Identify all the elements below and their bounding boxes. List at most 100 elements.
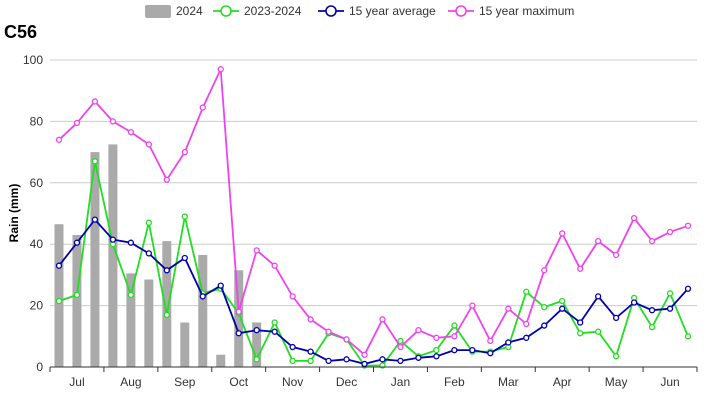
- series-point: [55, 297, 63, 305]
- series-point: [397, 357, 404, 365]
- series-point: [595, 293, 602, 300]
- series-point: [541, 267, 548, 274]
- x-tick-label-jul: Jul: [69, 375, 84, 389]
- series-point: [91, 98, 99, 105]
- x-tick-label-aug: Aug: [120, 375, 141, 389]
- series-point: [684, 222, 692, 229]
- series-point: [145, 219, 152, 226]
- series-point: [109, 118, 117, 125]
- series-point: [181, 213, 188, 220]
- series-point: [487, 350, 494, 357]
- series-point: [289, 293, 296, 300]
- series-point: [397, 343, 404, 351]
- y-tick-label-60: 60: [30, 176, 44, 190]
- series-point: [307, 357, 314, 365]
- series-point: [379, 356, 386, 363]
- series-point: [577, 330, 584, 337]
- series-point: [253, 356, 260, 363]
- series-point: [451, 333, 458, 340]
- series-point: [433, 346, 440, 354]
- legend-label: 2023-2024: [244, 4, 302, 18]
- series-point: [181, 254, 188, 262]
- legend-swatch-marker: [325, 5, 337, 17]
- series-point: [595, 237, 602, 245]
- series-line: [58, 65, 689, 357]
- y-tick-label-40: 40: [30, 237, 44, 251]
- x-tick-label-oct: Oct: [229, 375, 248, 389]
- series-point: [307, 316, 314, 323]
- series-point: [612, 353, 620, 360]
- series-point: [199, 104, 206, 111]
- legend-item-series-2: 15 year maximum: [448, 4, 574, 18]
- x-tick-label-jan: Jan: [391, 375, 410, 389]
- legend-swatch-marker: [220, 5, 232, 17]
- bar-2024: [216, 354, 226, 367]
- series-point: [648, 307, 656, 314]
- series-point: [163, 311, 170, 318]
- series-1: [55, 216, 692, 368]
- series-point: [235, 330, 242, 337]
- series-line: [58, 161, 689, 367]
- series-point: [577, 319, 584, 326]
- series-line: [58, 218, 689, 365]
- bar-2024: [126, 273, 136, 367]
- series-point: [505, 339, 512, 346]
- axes: 0 20 40 60 80 100 Jul Aug Sep Oct Nov Dec Jan Feb Mar A…: [23, 53, 698, 389]
- series-point: [630, 214, 638, 222]
- series-point: [648, 323, 656, 331]
- series-point: [145, 141, 152, 148]
- series-point: [415, 354, 422, 361]
- series-point: [541, 303, 548, 311]
- x-tick-label-apr: Apr: [553, 375, 572, 389]
- series-point: [343, 336, 350, 343]
- legend-swatch-bar: [145, 5, 171, 18]
- series-point: [415, 327, 422, 334]
- series-point: [577, 265, 584, 272]
- x-tick-label-sep: Sep: [174, 375, 196, 389]
- legend-item-series-1: 15 year average: [318, 4, 436, 18]
- series-point: [559, 305, 566, 312]
- series-point: [595, 328, 602, 335]
- series-point: [612, 251, 620, 259]
- series-point: [289, 343, 296, 351]
- series-point: [666, 305, 674, 312]
- series-point: [523, 334, 530, 341]
- y-tick-label-0: 0: [36, 360, 43, 374]
- bar-series-2024: [54, 144, 262, 367]
- bar-2024: [198, 254, 208, 367]
- series-point: [253, 327, 260, 334]
- gridlines: [50, 59, 697, 307]
- legend-item-2024: 2024: [145, 4, 203, 18]
- series-2: [55, 65, 692, 358]
- bar-2024: [180, 322, 190, 367]
- series-point: [612, 314, 620, 322]
- series-point: [91, 216, 99, 223]
- series-point: [289, 357, 296, 365]
- series-point: [73, 239, 81, 246]
- legend-swatch-marker: [455, 5, 467, 17]
- series-point: [73, 291, 81, 299]
- x-tick-label-nov: Nov: [282, 375, 303, 389]
- series-point: [433, 353, 440, 360]
- series-point: [127, 239, 135, 246]
- series-point: [523, 320, 530, 328]
- line-series-group: [55, 65, 692, 369]
- series-point: [127, 128, 135, 136]
- x-tick-label-mar: Mar: [498, 375, 519, 389]
- series-point: [73, 119, 81, 127]
- series-point: [325, 328, 332, 335]
- legend-label: 15 year maximum: [479, 4, 574, 18]
- bar-2024: [252, 322, 262, 367]
- series-point: [307, 348, 314, 355]
- legend-label: 15 year average: [349, 4, 436, 18]
- series-point: [361, 351, 368, 358]
- bar-2024: [234, 270, 244, 367]
- bar-2024: [54, 224, 64, 367]
- legend[interactable]: 2024 2023-2024 15 year average 15 year maxi…: [145, 4, 574, 18]
- x-tick-label-jun: Jun: [660, 375, 679, 389]
- series-point: [271, 328, 278, 335]
- series-point: [361, 360, 368, 368]
- series-point: [666, 290, 674, 297]
- series-point: [469, 346, 476, 354]
